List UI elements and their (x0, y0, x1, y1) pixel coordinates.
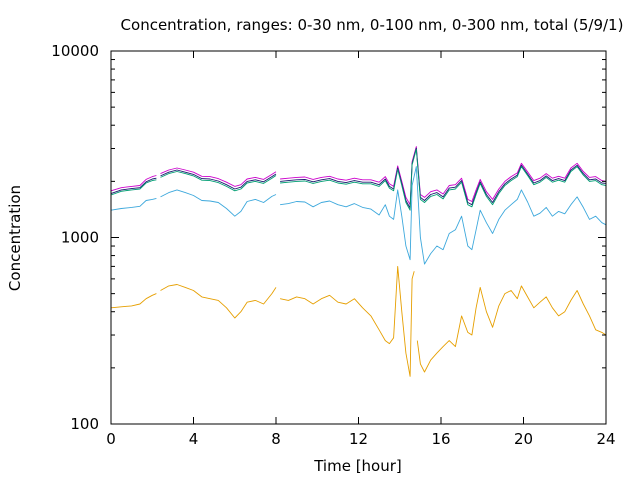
x-tick-label: 16 (431, 430, 450, 448)
series-line-1 (110, 146, 607, 206)
y-axis-label: Concentration (6, 185, 24, 291)
x-tick-label: 20 (514, 430, 533, 448)
x-tick-label: 0 (106, 430, 116, 448)
axis-layer: 0 4 8 12 16 20 24 100 1000 10000 (51, 42, 615, 448)
series-line-2 (110, 147, 607, 209)
y-tick-label: 100 (70, 415, 99, 433)
series-layer (110, 146, 607, 377)
x-tick-label: 8 (271, 430, 281, 448)
x-tick-label: 12 (349, 430, 368, 448)
series-line-3 (110, 148, 607, 211)
y-tick-label: 1000 (61, 229, 99, 247)
series-line-4 (110, 166, 607, 265)
x-tick-label: 4 (189, 430, 199, 448)
chart-title: Concentration, ranges: 0-30 nm, 0-100 nm… (121, 16, 624, 34)
plot-frame (110, 50, 607, 425)
y-tick-label: 10000 (51, 42, 99, 60)
x-tick-label: 24 (596, 430, 615, 448)
x-axis-label: Time [hour] (313, 457, 402, 475)
series-line-5 (110, 265, 607, 377)
